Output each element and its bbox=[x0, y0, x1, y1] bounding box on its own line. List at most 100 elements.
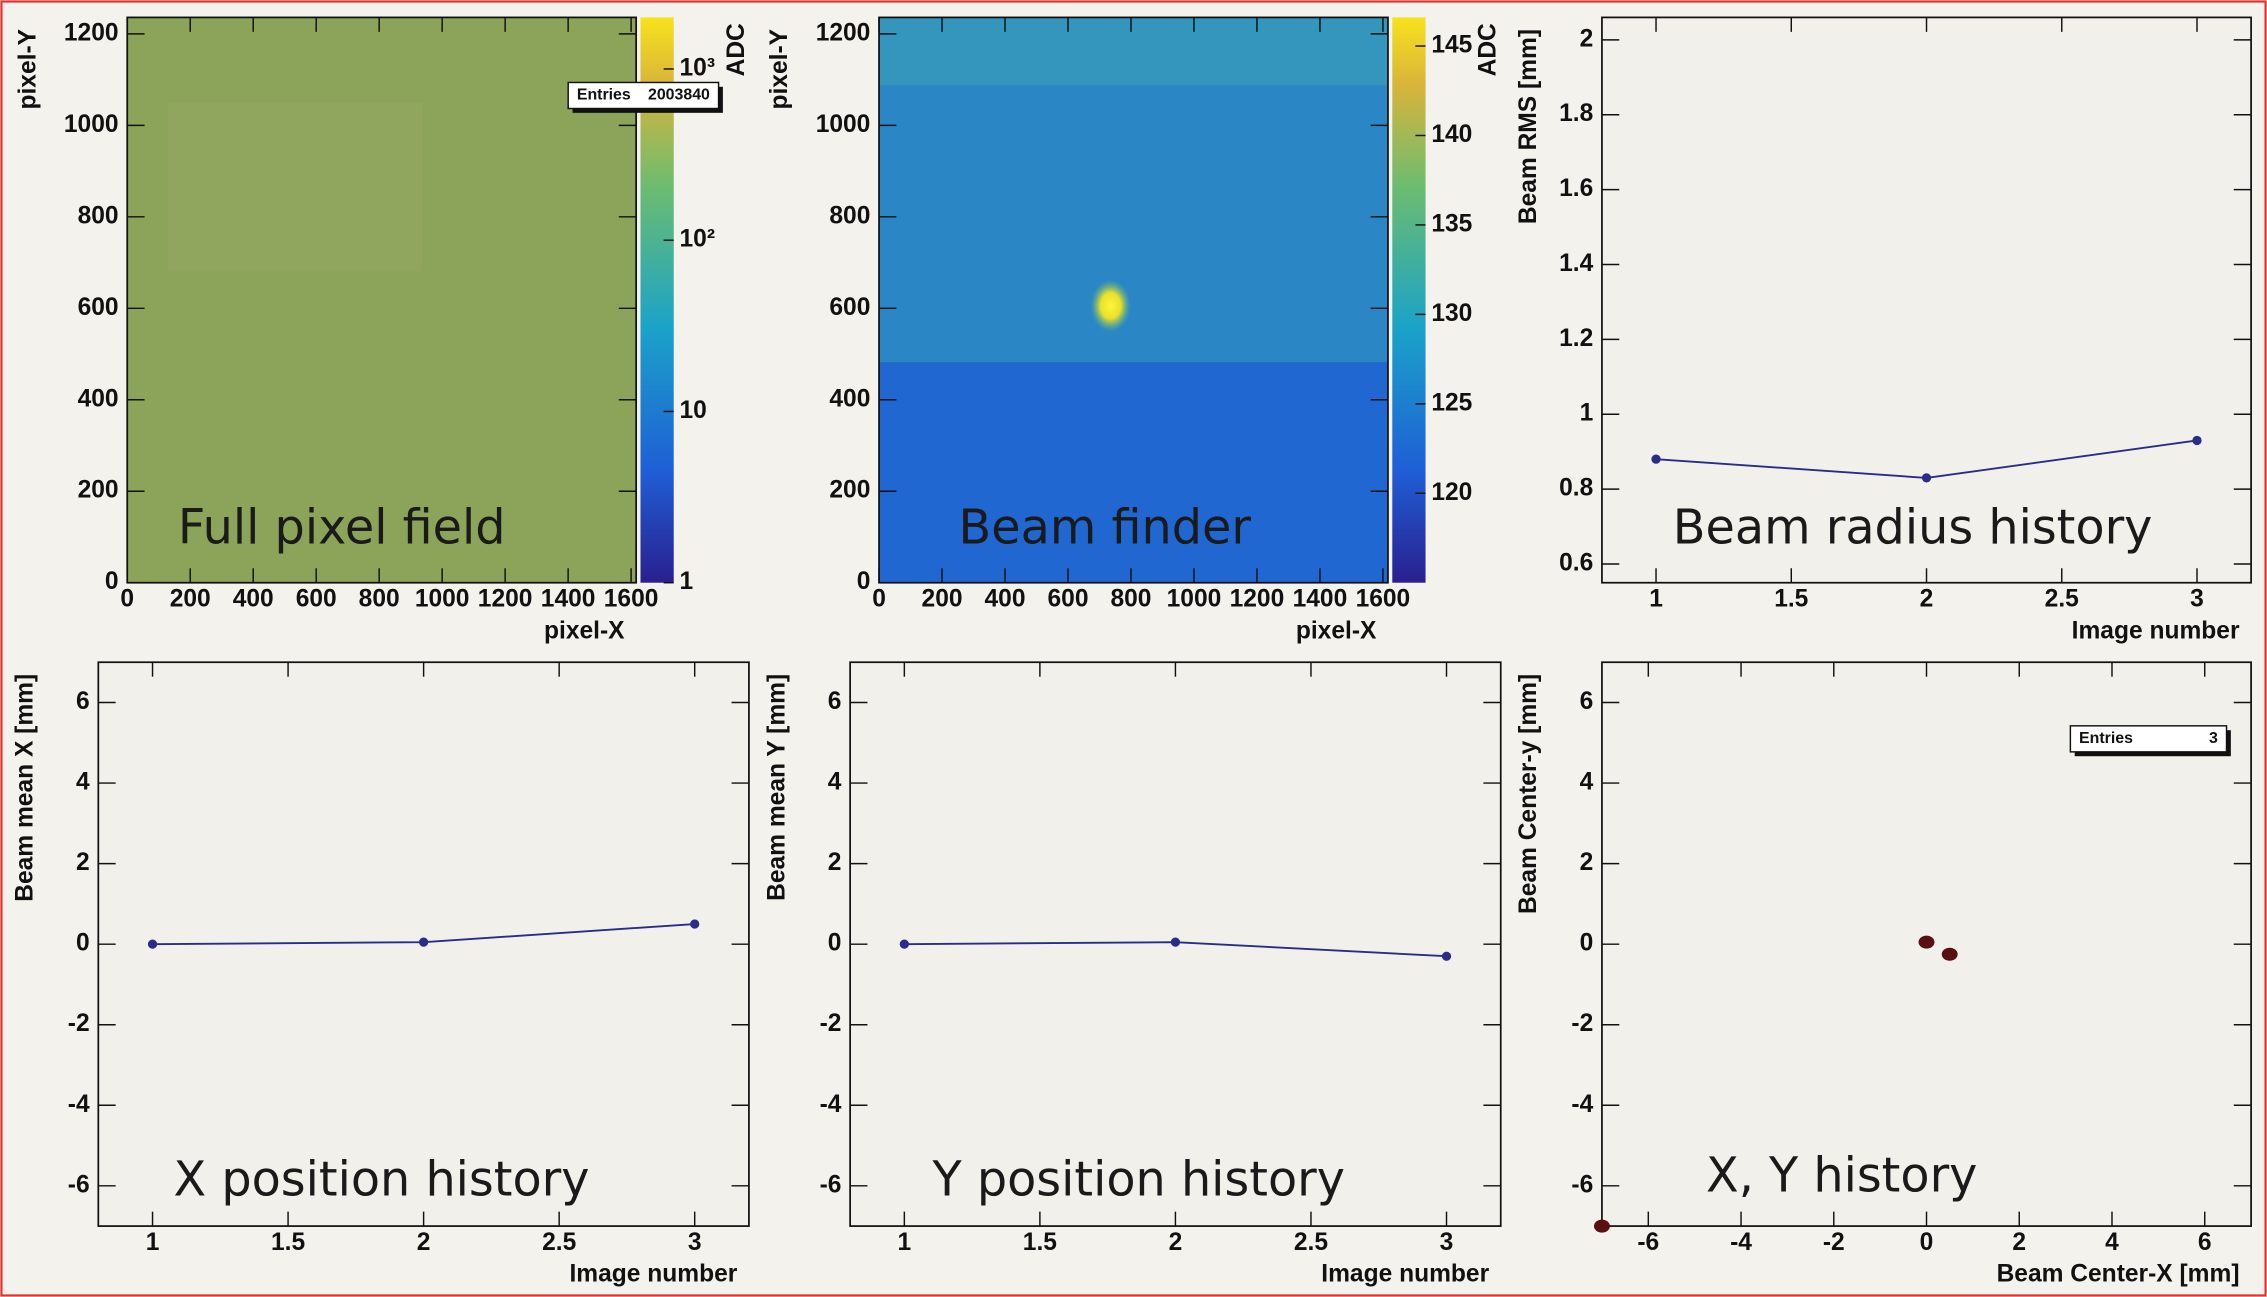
x-tick-label: 1.5 bbox=[1774, 586, 1808, 613]
panel-annotation: Beam radius history bbox=[1673, 501, 2153, 556]
x-tick-label: 2 bbox=[1920, 586, 1934, 613]
x-axis-title: pixel-X bbox=[544, 617, 625, 644]
x-tick-label: 1000 bbox=[1167, 586, 1222, 613]
x-tick-label: 1200 bbox=[478, 586, 533, 613]
y-tick-label: -6 bbox=[820, 1171, 842, 1198]
y-tick-label: -2 bbox=[1571, 1010, 1593, 1037]
y-tick-label: 6 bbox=[76, 688, 90, 715]
colorbar-tick-label: 10² bbox=[680, 226, 716, 253]
dashboard: 11010²10³ADC0200400600800100012001400160… bbox=[0, 0, 2267, 1297]
point bbox=[2192, 436, 2201, 445]
y-tick-label: 2 bbox=[828, 849, 842, 876]
x-tick-label: 1.5 bbox=[271, 1229, 305, 1256]
y-tick-label: 1200 bbox=[64, 19, 119, 46]
point bbox=[1442, 952, 1451, 961]
y-tick-label: 0.6 bbox=[1559, 549, 1593, 576]
x-tick-label: 0 bbox=[872, 586, 886, 613]
y-tick-label: 200 bbox=[78, 477, 119, 504]
y-tick-label: 1.8 bbox=[1559, 100, 1593, 127]
x-tick-label: 400 bbox=[985, 586, 1026, 613]
panel-annotation: Y position history bbox=[932, 1153, 1346, 1208]
colorbar-tick-label: 130 bbox=[1431, 300, 1472, 327]
y-axis-title: Beam mean X [mm] bbox=[12, 674, 39, 902]
y-tick-label: 600 bbox=[829, 294, 870, 321]
y-tick-label: 600 bbox=[78, 294, 119, 321]
heatmap-region bbox=[168, 102, 422, 272]
x-tick-label: 600 bbox=[1048, 586, 1089, 613]
x-tick-label: 600 bbox=[296, 586, 337, 613]
point bbox=[1922, 473, 1931, 482]
y-axis-title: Beam Center-y [mm] bbox=[1515, 674, 1542, 914]
y-tick-label: 4 bbox=[76, 769, 90, 796]
y-tick-label: 0 bbox=[105, 568, 119, 595]
y-tick-label: 6 bbox=[1580, 688, 1594, 715]
x-tick-label: 0 bbox=[120, 586, 134, 613]
y-tick-label: 400 bbox=[829, 385, 870, 412]
y-tick-label: 1000 bbox=[816, 111, 871, 138]
y-tick-label: 800 bbox=[78, 202, 119, 229]
y-tick-label: 2 bbox=[1580, 849, 1594, 876]
colorbar-tick-label: 10³ bbox=[680, 54, 716, 81]
y-tick-label: 0 bbox=[76, 930, 90, 957]
x-tick-label: 3 bbox=[688, 1229, 702, 1256]
x-tick-label: 2.5 bbox=[1294, 1229, 1328, 1256]
x-tick-label: 3 bbox=[2190, 586, 2204, 613]
point bbox=[148, 940, 157, 949]
y-tick-label: 0 bbox=[828, 930, 842, 957]
y-tick-label: 6 bbox=[828, 688, 842, 715]
y-tick-label: 0.8 bbox=[1559, 475, 1593, 502]
colorbar-tick-label: 10 bbox=[680, 397, 707, 424]
y-tick-label: -4 bbox=[68, 1091, 90, 1118]
point bbox=[1594, 1220, 1610, 1233]
x-axis-title: pixel-X bbox=[1296, 617, 1377, 644]
stats-value: 3 bbox=[2209, 730, 2218, 747]
colorbar-title: ADC bbox=[1475, 23, 1502, 76]
colorbar-tick-label: 125 bbox=[1431, 389, 1472, 416]
point bbox=[1919, 936, 1935, 949]
x-tick-label: -4 bbox=[1730, 1229, 1752, 1256]
x-tick-label: 2 bbox=[2012, 1229, 2026, 1256]
colorbar-tick-label: 120 bbox=[1431, 479, 1472, 506]
point bbox=[690, 919, 699, 928]
x-tick-label: 1 bbox=[898, 1229, 912, 1256]
x-tick-label: 0 bbox=[1920, 1229, 1934, 1256]
y-tick-label: 4 bbox=[1580, 769, 1594, 796]
beam-spot bbox=[1090, 280, 1130, 332]
point bbox=[1651, 455, 1660, 464]
colorbar bbox=[1392, 17, 1425, 582]
y-axis-title: pixel-Y bbox=[14, 29, 41, 110]
colorbar-tick-label: 140 bbox=[1431, 121, 1472, 148]
y-tick-label: -2 bbox=[68, 1010, 90, 1037]
y-tick-label: -2 bbox=[820, 1010, 842, 1037]
y-tick-label: -4 bbox=[1571, 1091, 1593, 1118]
y-tick-label: 200 bbox=[829, 477, 870, 504]
y-tick-label: 1 bbox=[1580, 400, 1594, 427]
x-tick-label: 200 bbox=[922, 586, 963, 613]
x-tick-label: 6 bbox=[2198, 1229, 2212, 1256]
x-tick-label: 200 bbox=[170, 586, 211, 613]
x-tick-label: 1400 bbox=[1293, 586, 1348, 613]
x-tick-label: 3 bbox=[1440, 1229, 1454, 1256]
y-tick-label: 1000 bbox=[64, 111, 119, 138]
plot-area bbox=[1602, 17, 2251, 582]
x-tick-label: 4 bbox=[2105, 1229, 2119, 1256]
x-axis-title: Image number bbox=[2072, 617, 2240, 644]
x-tick-label: 1600 bbox=[1356, 586, 1411, 613]
heatmap-region bbox=[879, 17, 1388, 85]
x-axis-title: Image number bbox=[1321, 1261, 1489, 1288]
x-tick-label: 2.5 bbox=[542, 1229, 576, 1256]
x-tick-label: 1200 bbox=[1230, 586, 1285, 613]
colorbar-tick-label: 135 bbox=[1431, 210, 1472, 237]
y-tick-label: 0 bbox=[857, 568, 871, 595]
y-tick-label: 2 bbox=[76, 849, 90, 876]
y-tick-label: 4 bbox=[828, 769, 842, 796]
x-axis-title: Image number bbox=[569, 1261, 737, 1288]
y-tick-label: 800 bbox=[829, 202, 870, 229]
x-tick-label: 2 bbox=[417, 1229, 431, 1256]
stats-value: 2003840 bbox=[648, 87, 710, 104]
point bbox=[419, 938, 428, 947]
x-tick-label: 1600 bbox=[604, 586, 659, 613]
panel-annotation: X position history bbox=[173, 1153, 589, 1208]
x-tick-label: 1400 bbox=[541, 586, 596, 613]
x-tick-label: 1 bbox=[1649, 586, 1663, 613]
